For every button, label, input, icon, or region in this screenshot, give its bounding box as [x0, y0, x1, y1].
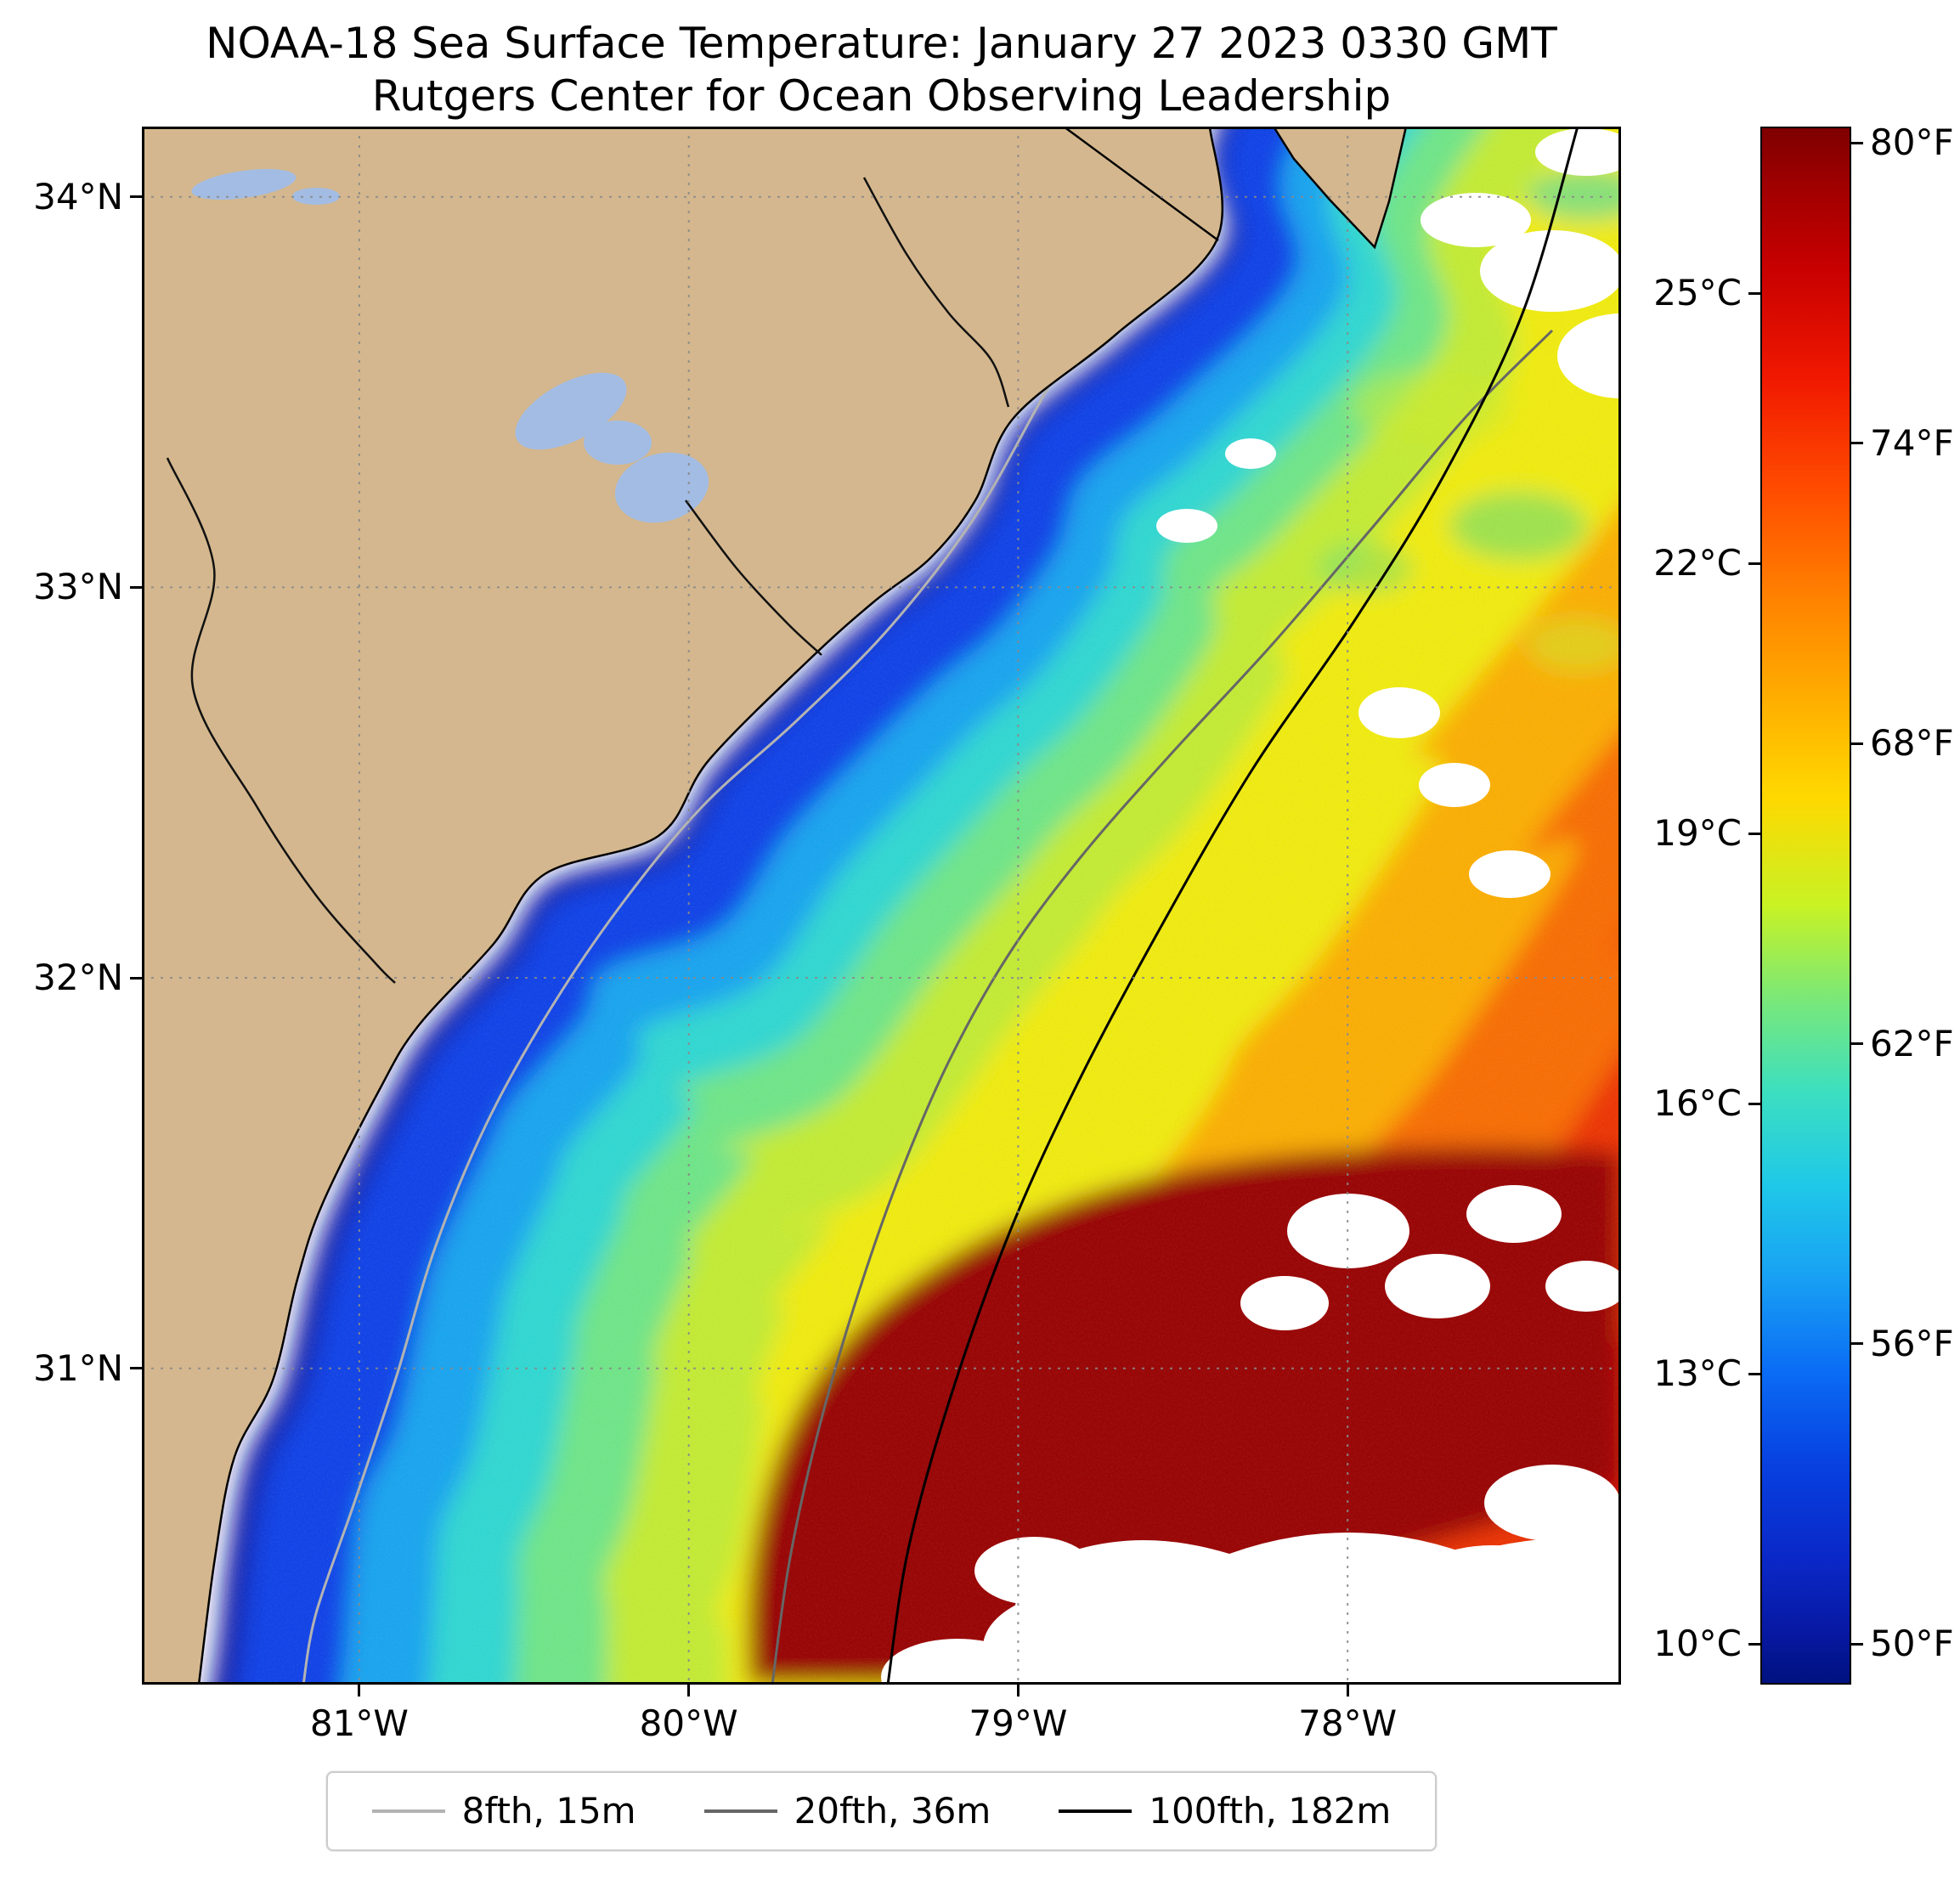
colorbar-tick-c — [1748, 1642, 1760, 1646]
y-tick-label: 33°N — [33, 566, 123, 608]
river — [685, 500, 822, 656]
y-tick-mark — [130, 976, 142, 980]
lake — [614, 452, 709, 523]
chart-subtitle: Rutgers Center for Ocean Observing Leade… — [371, 71, 1392, 121]
cloud-mask — [881, 128, 1621, 1685]
contour-20fth — [771, 329, 1554, 1685]
colorbar-label-fahrenheit: 74°F — [1870, 421, 1954, 464]
colorbar-label-celsius: 13°C — [1653, 1352, 1742, 1395]
x-tick-label: 79°W — [969, 1702, 1068, 1744]
y-tick-mark — [130, 195, 142, 199]
colorbar-tick-f — [1851, 442, 1863, 445]
colorbar-tick-f — [1851, 1642, 1863, 1646]
map-plot-area — [142, 127, 1621, 1685]
colorbar-tick-c — [1748, 832, 1760, 835]
graticule — [142, 127, 1621, 1685]
colorbar-label-celsius: 19°C — [1653, 812, 1742, 855]
colorbar-label-fahrenheit: 62°F — [1870, 1022, 1954, 1064]
chart-title: NOAA-18 Sea Surface Temperature: January… — [206, 19, 1557, 68]
colorbar-tick-c — [1748, 562, 1760, 565]
legend-item-2: 20fth, 36m — [703, 1790, 991, 1832]
colorbar-tick-f — [1851, 742, 1863, 745]
bathymetry-contours — [302, 127, 1579, 1685]
cape-peninsula — [1272, 127, 1408, 250]
colorbar-label-fahrenheit: 80°F — [1870, 121, 1954, 164]
legend-item-label: 100fth, 182m — [1149, 1790, 1392, 1832]
colorbar — [1760, 127, 1851, 1685]
colorbar-label-celsius: 25°C — [1653, 272, 1742, 314]
legend-item-1: 8fth, 15m — [371, 1790, 636, 1832]
contour-8fth — [302, 172, 1157, 1685]
contour-100fth — [886, 127, 1579, 1685]
y-tick-label: 32°N — [33, 957, 123, 999]
contour-legend: 8fth, 15m 20fth, 36m 100fth, 182m — [142, 1771, 1621, 1851]
colorbar-label-celsius: 22°C — [1653, 542, 1742, 584]
y-tick-label: 34°N — [33, 175, 123, 217]
contour-legend-box: 8fth, 15m 20fth, 36m 100fth, 182m — [325, 1771, 1438, 1851]
colorbar-label-fahrenheit: 68°F — [1870, 722, 1954, 765]
colorbar-tick-f — [1851, 1042, 1863, 1046]
sst-map-svg — [142, 127, 1621, 1685]
legend-line-swatch — [703, 1809, 777, 1813]
legend-line-swatch — [371, 1809, 445, 1813]
colorbar-label-celsius: 16°C — [1653, 1082, 1742, 1125]
colorbar-tick-f — [1851, 1342, 1863, 1346]
land-group — [142, 127, 1408, 1685]
x-tick-label: 81°W — [309, 1702, 409, 1744]
river — [862, 177, 1010, 408]
x-tick-mark — [358, 1685, 361, 1697]
land — [142, 127, 1224, 1685]
colorbar-label-fahrenheit: 50°F — [1870, 1623, 1954, 1665]
x-tick-mark — [1346, 1685, 1349, 1697]
colorbar-tick-c — [1748, 1102, 1760, 1105]
x-tick-mark — [1016, 1685, 1020, 1697]
legend-item-label: 20fth, 36m — [794, 1790, 991, 1832]
state-border — [1063, 127, 1219, 242]
x-tick-label: 78°W — [1298, 1702, 1398, 1744]
legend-item-3: 100fth, 182m — [1059, 1790, 1391, 1832]
y-tick-mark — [130, 585, 142, 589]
lake — [292, 188, 340, 205]
colorbar-label-fahrenheit: 56°F — [1870, 1322, 1954, 1364]
y-tick-mark — [130, 1367, 142, 1370]
river — [166, 457, 396, 984]
colorbar-tick-c — [1748, 291, 1760, 295]
lake — [584, 421, 652, 465]
colorbar-tick-f — [1851, 141, 1863, 144]
x-tick-mark — [687, 1685, 691, 1697]
colorbar-label-celsius: 10°C — [1653, 1623, 1742, 1665]
y-tick-label: 31°N — [33, 1346, 123, 1389]
legend-line-swatch — [1059, 1809, 1133, 1813]
colorbar-tick-c — [1748, 1372, 1760, 1375]
x-tick-label: 80°W — [639, 1702, 738, 1744]
legend-item-label: 8fth, 15m — [461, 1790, 636, 1832]
lake — [191, 168, 297, 200]
lake — [515, 372, 627, 450]
